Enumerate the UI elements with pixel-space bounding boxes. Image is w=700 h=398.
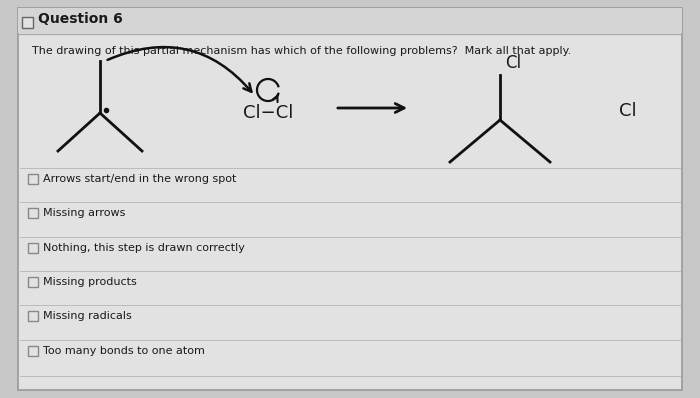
Text: Arrows start/end in the wrong spot: Arrows start/end in the wrong spot [43, 174, 237, 184]
FancyBboxPatch shape [18, 8, 682, 33]
Text: Cl: Cl [505, 54, 521, 72]
Text: Missing arrows: Missing arrows [43, 208, 125, 219]
Text: Too many bonds to one atom: Too many bonds to one atom [43, 346, 205, 356]
FancyBboxPatch shape [28, 174, 38, 184]
FancyBboxPatch shape [28, 346, 38, 356]
Text: Cl−Cl: Cl−Cl [243, 104, 293, 122]
FancyBboxPatch shape [28, 208, 38, 219]
FancyBboxPatch shape [28, 243, 38, 253]
Text: The drawing of this partial mechanism has which of the following problems?  Mark: The drawing of this partial mechanism ha… [32, 46, 571, 56]
Text: Missing products: Missing products [43, 277, 136, 287]
Text: Cl: Cl [620, 102, 637, 120]
Text: Nothing, this step is drawn correctly: Nothing, this step is drawn correctly [43, 243, 245, 253]
FancyBboxPatch shape [18, 8, 682, 390]
Text: Missing radicals: Missing radicals [43, 311, 132, 321]
FancyBboxPatch shape [28, 311, 38, 321]
FancyBboxPatch shape [22, 17, 33, 28]
FancyBboxPatch shape [28, 277, 38, 287]
Text: Question 6: Question 6 [38, 12, 122, 26]
